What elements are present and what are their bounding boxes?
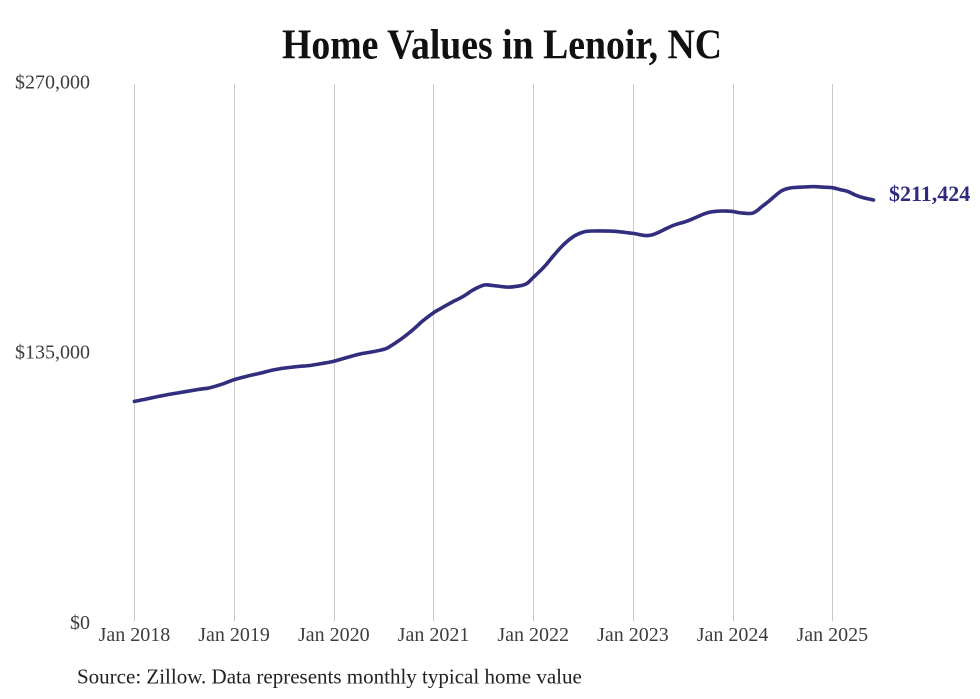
svg-text:Jan 2023: Jan 2023: [597, 624, 669, 646]
svg-text:Jan 2018: Jan 2018: [99, 624, 171, 646]
svg-text:Jan 2024: Jan 2024: [697, 624, 769, 646]
svg-text:Home Values in Lenoir, NC: Home Values in Lenoir, NC: [282, 23, 722, 69]
svg-text:Source: Zillow. Data represent: Source: Zillow. Data represents monthly …: [77, 665, 582, 689]
svg-text:$270,000: $270,000: [15, 71, 90, 93]
svg-text:$211,424: $211,424: [889, 181, 970, 206]
svg-text:Jan 2022: Jan 2022: [497, 624, 569, 646]
svg-text:Jan 2021: Jan 2021: [398, 624, 470, 646]
svg-text:Jan 2019: Jan 2019: [198, 624, 270, 646]
svg-text:Jan 2025: Jan 2025: [796, 624, 868, 646]
svg-text:$135,000: $135,000: [15, 341, 90, 363]
svg-text:$0: $0: [70, 612, 90, 634]
svg-text:Jan 2020: Jan 2020: [298, 624, 370, 646]
